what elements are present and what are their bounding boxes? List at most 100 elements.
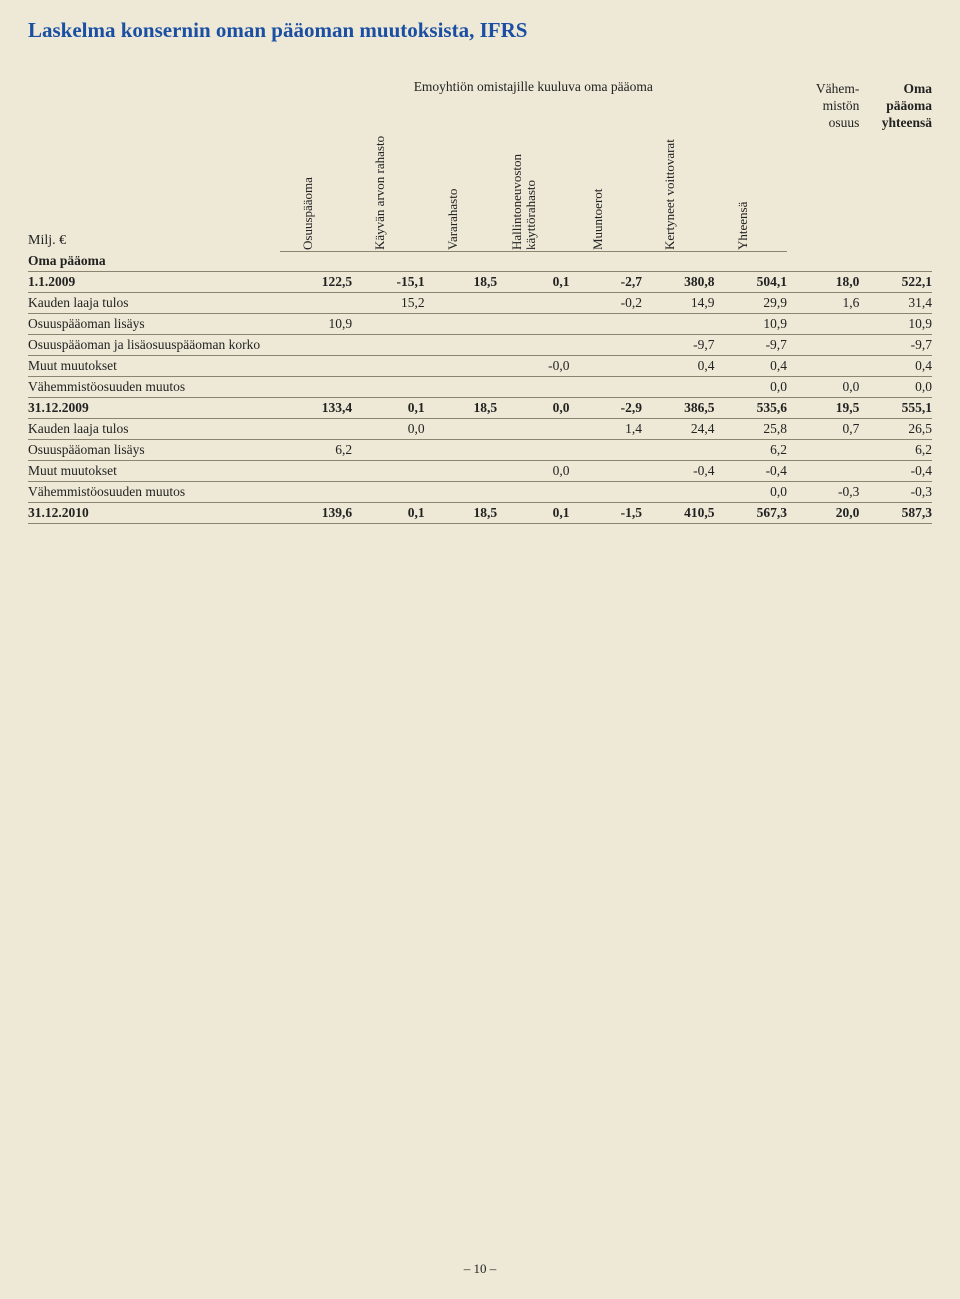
table-row: 31.12.2009133,40,118,50,0-2,9386,5535,61… (28, 398, 932, 419)
cell (425, 335, 497, 356)
equity-table: Emoyhtiön omistajille kuuluva oma pääoma… (28, 79, 932, 524)
cell (352, 251, 424, 272)
cell: -1,5 (570, 503, 642, 524)
cell: 386,5 (642, 398, 714, 419)
table-row: Osuuspääoman lisäys10,910,910,9 (28, 314, 932, 335)
cell (280, 461, 352, 482)
cell (425, 314, 497, 335)
cell: 15,2 (352, 293, 424, 314)
cell (787, 251, 859, 272)
cell (570, 251, 642, 272)
cell: -0,4 (642, 461, 714, 482)
row-label: 31.12.2010 (28, 503, 280, 524)
cell: -2,9 (570, 398, 642, 419)
cell: 0,1 (352, 503, 424, 524)
col-head: Osuuspääoma (300, 177, 316, 250)
col-head: Käyvän arvon rahasto (372, 136, 388, 250)
cell: 0,0 (352, 419, 424, 440)
row-label: Kauden laaja tulos (28, 293, 280, 314)
cell: -0,4 (714, 461, 786, 482)
cell (425, 377, 497, 398)
cell: 31,4 (859, 293, 932, 314)
cell: 122,5 (280, 272, 352, 293)
cell: 19,5 (787, 398, 859, 419)
cell (787, 314, 859, 335)
cell (280, 482, 352, 503)
cell (642, 314, 714, 335)
cell: 504,1 (714, 272, 786, 293)
cell: 18,5 (425, 272, 497, 293)
cell (425, 440, 497, 461)
table-row: Muut muutokset0,0-0,4-0,4-0,4 (28, 461, 932, 482)
cell (280, 293, 352, 314)
cell: 587,3 (859, 503, 932, 524)
row-label: Vähemmistöosuuden muutos (28, 377, 280, 398)
cell (425, 461, 497, 482)
cell: -0,3 (859, 482, 932, 503)
cell (352, 461, 424, 482)
cell (497, 419, 569, 440)
cell (497, 377, 569, 398)
cell (570, 440, 642, 461)
cell (425, 356, 497, 377)
row-label: 31.12.2009 (28, 398, 280, 419)
cell: 0,0 (497, 398, 569, 419)
cell (570, 377, 642, 398)
cell: 0,1 (352, 398, 424, 419)
cell: 1,4 (570, 419, 642, 440)
cell (352, 314, 424, 335)
cell: 0,1 (497, 503, 569, 524)
col-head: Kertyneet voittovarat (662, 139, 678, 250)
cell: 10,9 (714, 314, 786, 335)
cell (787, 440, 859, 461)
cell: 555,1 (859, 398, 932, 419)
cell: -15,1 (352, 272, 424, 293)
row-label: Muut muutokset (28, 356, 280, 377)
cell: 18,0 (787, 272, 859, 293)
cell (352, 440, 424, 461)
col-head-total: Oma pääoma yhteensä (859, 79, 932, 251)
cell: 25,8 (714, 419, 786, 440)
table-row: Muut muutokset-0,00,40,40,4 (28, 356, 932, 377)
cell: 18,5 (425, 503, 497, 524)
cell: -0,2 (570, 293, 642, 314)
cell (642, 251, 714, 272)
unit-label: Milj. € (28, 233, 66, 249)
cell: -9,7 (642, 335, 714, 356)
cell: 380,8 (642, 272, 714, 293)
cell (497, 293, 569, 314)
table-row: Vähemmistöosuuden muutos0,00,00,0 (28, 377, 932, 398)
cell (570, 356, 642, 377)
col-head: Yhteensä (735, 201, 751, 249)
cell: 10,9 (280, 314, 352, 335)
cell (280, 335, 352, 356)
cell (642, 377, 714, 398)
cell (714, 251, 786, 272)
table-row: Vähemmistöosuuden muutos0,0-0,3-0,3 (28, 482, 932, 503)
row-label: 1.1.2009 (28, 272, 280, 293)
cell: 29,9 (714, 293, 786, 314)
row-label: Kauden laaja tulos (28, 419, 280, 440)
cell (642, 482, 714, 503)
cell (352, 356, 424, 377)
table-row: Osuuspääoman ja lisäosuuspääoman korko-9… (28, 335, 932, 356)
page-title: Laskelma konsernin oman pääoman muutoksi… (28, 18, 932, 43)
cell (787, 356, 859, 377)
cell: 0,4 (714, 356, 786, 377)
cell: 18,5 (425, 398, 497, 419)
cell: 0,0 (497, 461, 569, 482)
cell: 133,4 (280, 398, 352, 419)
row-label: Oma pääoma (28, 251, 280, 272)
row-label: Osuuspääoman lisäys (28, 440, 280, 461)
cell (425, 419, 497, 440)
cell: 0,4 (859, 356, 932, 377)
cell: 0,1 (497, 272, 569, 293)
cell (425, 293, 497, 314)
cell (425, 482, 497, 503)
cell (280, 377, 352, 398)
cell: 410,5 (642, 503, 714, 524)
cell: 20,0 (787, 503, 859, 524)
cell (352, 377, 424, 398)
cell: 10,9 (859, 314, 932, 335)
cell (425, 251, 497, 272)
